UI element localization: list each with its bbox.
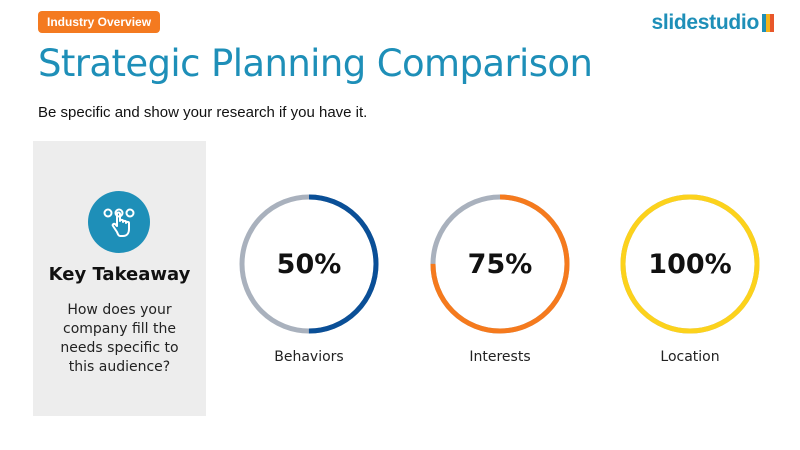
gauge-progress-arc (239, 194, 379, 334)
gauge-interests: 75% Interests (428, 192, 572, 365)
brand-mark-bar (770, 14, 774, 32)
key-takeaway-panel: Key Takeaway How does your company fill … (33, 141, 206, 416)
takeaway-body: How does your company fill the needs spe… (60, 302, 179, 375)
gauge-label: Interests (469, 349, 531, 365)
brand-mark-bar (762, 14, 766, 32)
gauge-label: Location (660, 349, 720, 365)
gauge-progress-arc (430, 194, 570, 334)
page-title: Strategic Planning Comparison (38, 42, 593, 85)
brand-mark-bar (766, 14, 770, 32)
gauge-ring (239, 194, 379, 334)
gauge-ring (620, 194, 760, 334)
brand-name: slidestudio (651, 11, 759, 34)
gauge-progress-arc (620, 194, 760, 334)
takeaway-heading: Key Takeaway (48, 264, 191, 285)
page-subtitle: Be specific and show your research if yo… (38, 104, 368, 121)
gauge-value: 100% (648, 248, 732, 280)
gauge-location: 100% Location (618, 192, 762, 365)
gauge-ring (430, 194, 570, 334)
tap-hand-icon (88, 191, 150, 253)
brand-mark-icon (762, 14, 774, 32)
gauge-label: Behaviors (274, 349, 344, 365)
gauge-value: 50% (276, 248, 342, 280)
gauge-behaviors: 50% Behaviors (237, 192, 381, 365)
gauge-value: 75% (467, 248, 533, 280)
section-tag: Industry Overview (38, 11, 161, 33)
brand-logo: slidestudio (651, 11, 774, 35)
